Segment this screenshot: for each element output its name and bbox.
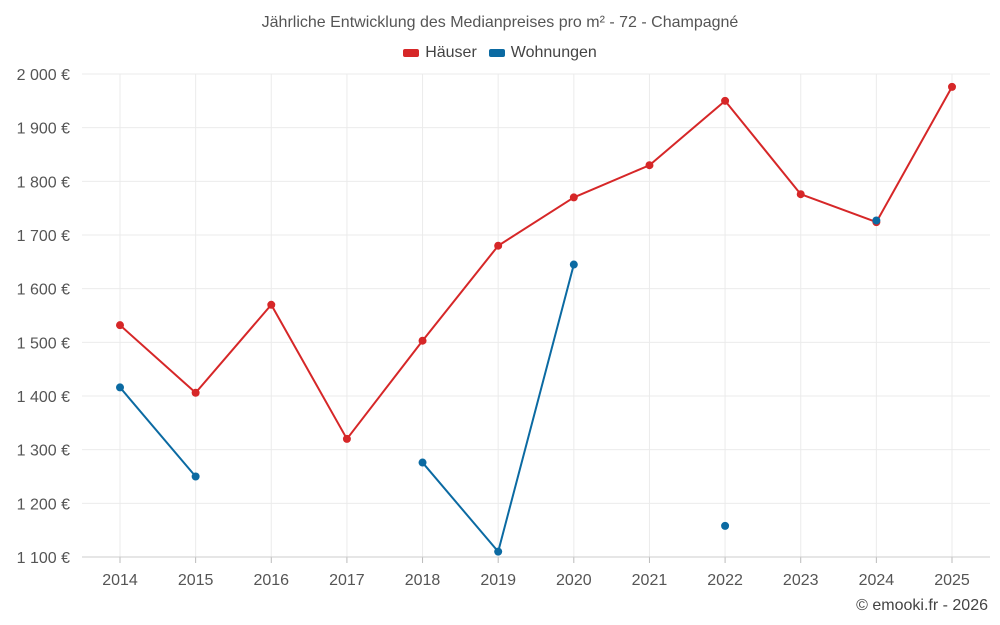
data-point-haeuser[interactable] <box>191 388 200 397</box>
data-point-wohnungen[interactable] <box>872 216 881 225</box>
data-point-haeuser[interactable] <box>721 96 730 105</box>
data-point-wohnungen[interactable] <box>418 458 427 467</box>
series-line-wohnungen <box>119 386 197 478</box>
data-point-haeuser[interactable] <box>948 82 956 91</box>
x-tick-label: 2025 <box>934 572 970 589</box>
legend-label-haeuser: Häuser <box>425 44 477 61</box>
x-tick-label: 2020 <box>556 572 592 589</box>
legend-item-haeuser[interactable]: Häuser <box>403 44 477 62</box>
data-point-wohnungen[interactable] <box>569 260 578 269</box>
data-point-haeuser[interactable] <box>418 336 427 345</box>
y-tick-label: 1 400 € <box>17 389 70 406</box>
y-tick-label: 2 000 € <box>17 67 70 84</box>
data-point-wohnungen[interactable] <box>721 521 730 530</box>
legend-item-wohnungen[interactable]: Wohnungen <box>488 44 597 62</box>
data-point-haeuser[interactable] <box>116 321 124 330</box>
data-point-haeuser[interactable] <box>342 434 351 443</box>
series-line-haeuser <box>119 86 953 440</box>
x-tick-label: 2022 <box>707 572 743 589</box>
y-tick-label: 1 200 € <box>17 496 70 513</box>
legend-swatch-haeuser <box>403 49 420 57</box>
x-tick-label: 2023 <box>783 572 819 589</box>
data-point-wohnungen[interactable] <box>191 472 200 481</box>
legend-swatch-wohnungen <box>488 49 505 57</box>
x-tick-label: 2015 <box>178 572 214 589</box>
x-tick-label: 2019 <box>480 572 516 589</box>
x-tick-label: 2024 <box>859 572 895 589</box>
x-tick-label: 2018 <box>405 572 441 589</box>
y-tick-label: 1 300 € <box>17 443 70 460</box>
data-point-haeuser[interactable] <box>494 241 503 250</box>
y-tick-label: 1 700 € <box>17 228 70 245</box>
data-point-haeuser[interactable] <box>569 193 578 202</box>
copyright-notice: © emooki.fr - 2026 <box>856 597 988 614</box>
x-tick-label: 2014 <box>102 572 138 589</box>
x-tick-label: 2017 <box>329 572 365 589</box>
data-point-haeuser[interactable] <box>796 190 805 199</box>
data-point-wohnungen[interactable] <box>116 383 124 392</box>
data-point-haeuser[interactable] <box>267 300 276 309</box>
y-tick-label: 1 100 € <box>17 550 70 567</box>
chart-title: Jährliche Entwicklung des Medianpreises … <box>261 14 739 31</box>
y-tick-label: 1 600 € <box>17 282 70 299</box>
data-point-wohnungen[interactable] <box>494 547 503 556</box>
legend-label-wohnungen: Wohnungen <box>510 44 597 61</box>
y-tick-label: 1 500 € <box>17 335 70 352</box>
y-tick-label: 1 900 € <box>17 121 70 138</box>
x-tick-label: 2016 <box>253 572 289 589</box>
x-tick-label: 2021 <box>632 572 668 589</box>
data-point-haeuser[interactable] <box>645 161 654 170</box>
y-tick-label: 1 800 € <box>17 174 70 191</box>
legend: Häuser Wohnungen <box>0 44 1000 62</box>
